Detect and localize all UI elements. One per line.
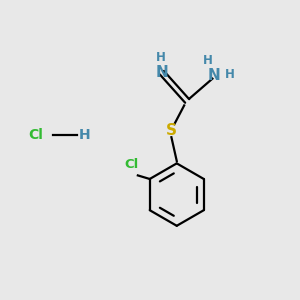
Text: N: N	[208, 68, 220, 83]
Text: N: N	[155, 65, 168, 80]
Text: H: H	[155, 51, 165, 64]
Text: S: S	[166, 123, 177, 138]
Text: H: H	[79, 128, 90, 142]
Text: H: H	[224, 68, 234, 81]
Text: Cl: Cl	[124, 158, 138, 171]
Text: H: H	[202, 54, 212, 67]
Text: Cl: Cl	[28, 128, 43, 142]
